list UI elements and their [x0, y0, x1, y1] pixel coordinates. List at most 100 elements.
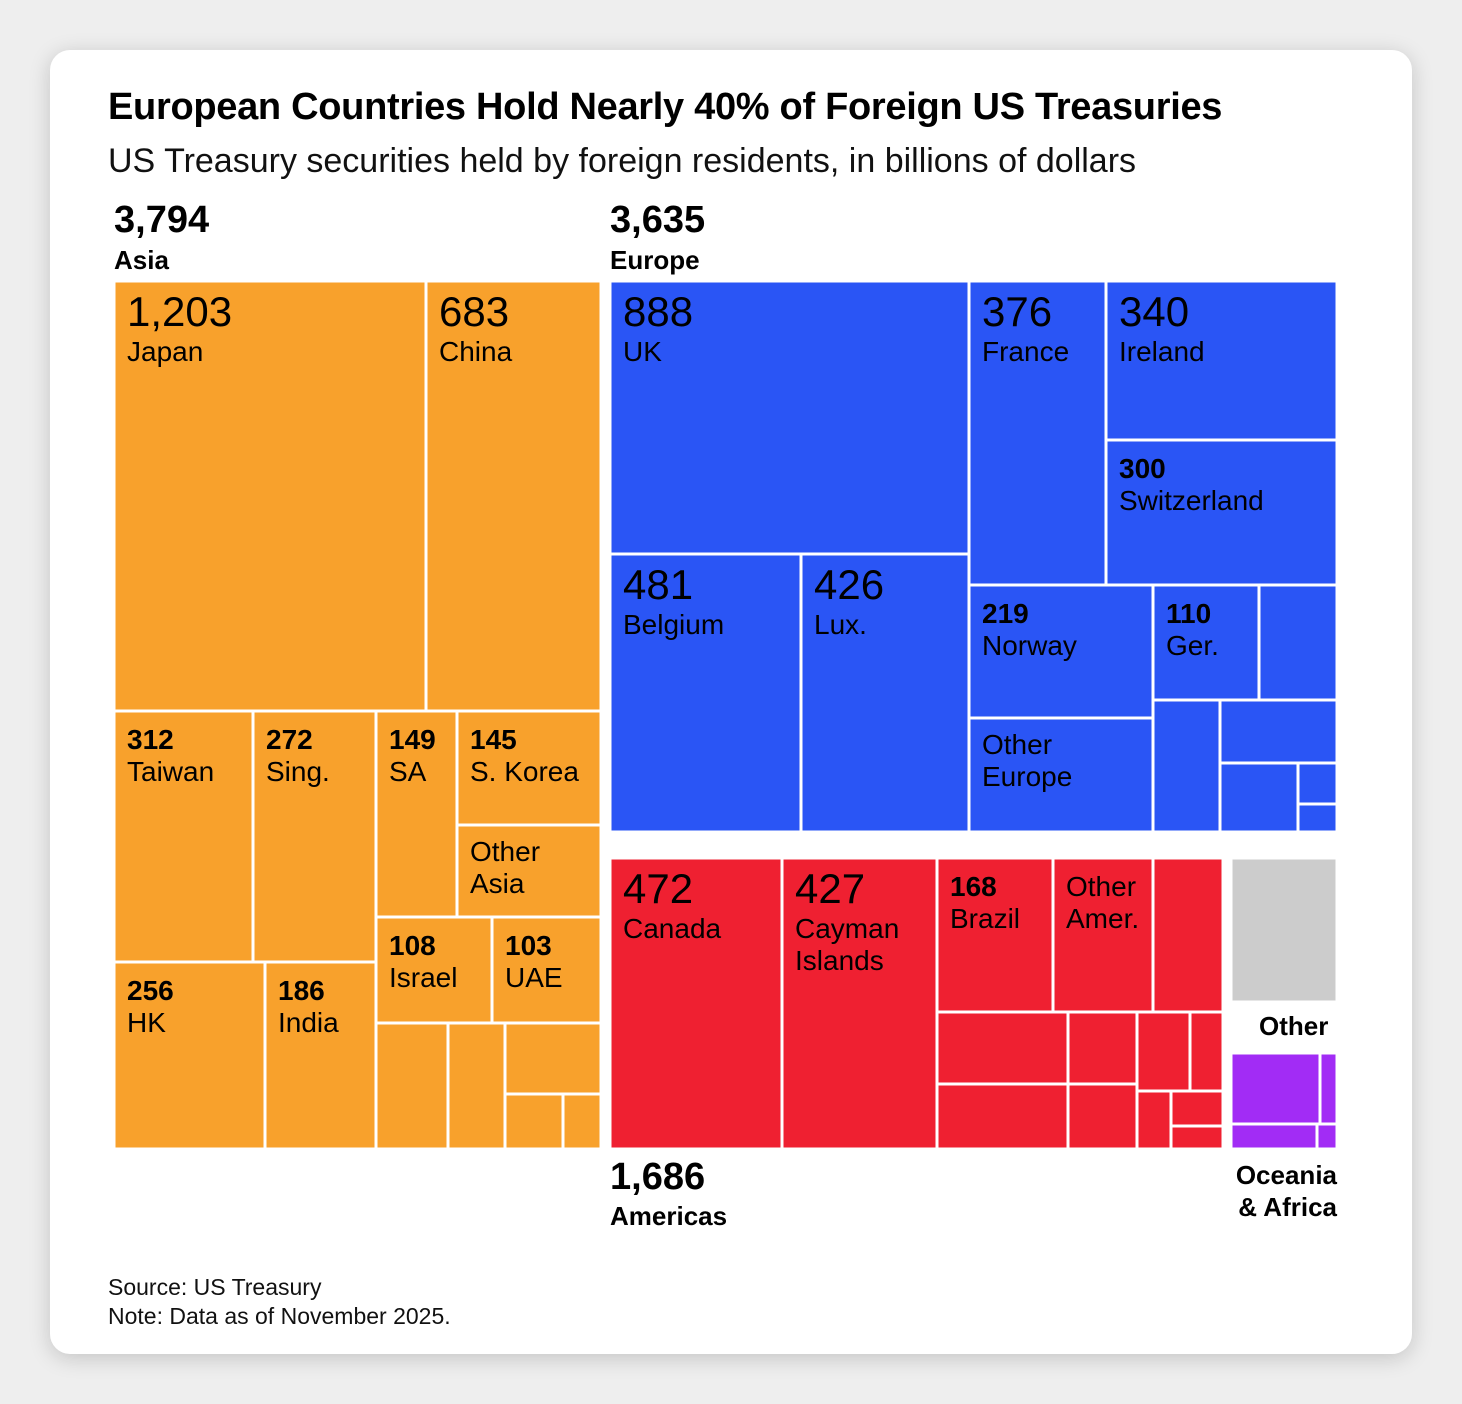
cell-value-china: 683: [439, 288, 509, 335]
chart-title: European Countries Hold Nearly 40% of Fo…: [108, 86, 1223, 128]
treemap-cell-cayman-islands: [780, 856, 939, 1151]
treemap-cell-americas-minor-1: [1151, 856, 1225, 1014]
cell-label-saudi-arabia: SA: [389, 756, 427, 787]
cell-value-south-korea: 145: [470, 724, 517, 755]
cell-label-brazil: Brazil: [950, 903, 1020, 934]
treemap-cell-oceania-africa-minor-3: [1229, 1122, 1319, 1151]
treemap-cell-israel: [374, 915, 494, 1025]
treemap-cell-europe-minor-2: [1151, 698, 1222, 834]
source-note: Source: US Treasury: [108, 1274, 322, 1300]
cell-value-belgium: 481: [623, 561, 693, 608]
treemap-cell-asia-minor-2: [446, 1021, 507, 1151]
cell-label-belgium: Belgium: [623, 609, 724, 640]
treemap-cell-uae: [490, 915, 603, 1025]
treemap-cell-americas-minor-3: [935, 1082, 1070, 1151]
cell-value-uk: 888: [623, 288, 693, 335]
treemap-cell-other-asia: [455, 823, 603, 919]
americas-label: Americas: [610, 1201, 728, 1231]
cell-label-luxembourg: Lux.: [814, 609, 867, 640]
treemap-cell-uk: [608, 279, 971, 556]
treemap-cell-france: [967, 279, 1108, 587]
cell-value-ireland: 340: [1119, 288, 1189, 335]
cell-value-singapore: 272: [266, 724, 313, 755]
treemap-cell-other-europe: [967, 716, 1155, 834]
other-label: Other: [1259, 1011, 1329, 1041]
cell-label-switzerland: Switzerland: [1119, 485, 1264, 516]
cell-value-cayman-islands: 427: [795, 865, 865, 912]
treemap-cell-oceania-africa-minor-1: [1229, 1051, 1322, 1126]
cell-value-uae: 103: [505, 930, 552, 961]
chart-subtitle: US Treasury securities held by foreign r…: [108, 142, 1137, 180]
treemap-cell-oceania-africa-minor-2: [1318, 1051, 1339, 1126]
treemap-cell-europe-minor-3: [1218, 698, 1339, 765]
cell-value-hong-kong: 256: [127, 975, 174, 1006]
cell-value-japan: 1,203: [127, 288, 232, 335]
americas-total: 1,686: [610, 1156, 706, 1198]
treemap-cell-asia-minor-4: [503, 1092, 565, 1151]
cell-value-taiwan: 312: [127, 724, 174, 755]
treemap-cell-europe-minor-4: [1218, 761, 1300, 834]
treemap-cell-other-minor-1: [1229, 856, 1339, 1004]
treemap-cell-asia-minor-5: [561, 1092, 603, 1151]
cell-label-uae: UAE: [505, 962, 563, 993]
cell-label-norway: Norway: [982, 630, 1077, 661]
cell-label-germany: Ger.: [1166, 630, 1219, 661]
treemap-cell-china: [424, 279, 603, 713]
asia-total: 3,794: [114, 199, 210, 241]
treemap-cell-germany: [1151, 583, 1261, 702]
treemap-cell-norway: [967, 583, 1155, 720]
cell-label-canada: Canada: [623, 913, 722, 944]
treemap-cell-brazil: [935, 856, 1055, 1014]
cell-value-switzerland: 300: [1119, 453, 1166, 484]
cell-value-india: 186: [278, 975, 325, 1006]
treemap-cell-americas-minor-5: [1066, 1082, 1139, 1151]
treemap-cell-americas-minor-6: [1135, 1010, 1192, 1093]
treemap-cell-luxembourg: [799, 552, 971, 834]
europe-total: 3,635: [610, 199, 706, 241]
treemap-cell-europe-minor-1: [1257, 583, 1339, 702]
treemap-cell-taiwan: [112, 709, 255, 964]
cell-label-hong-kong: HK: [127, 1007, 166, 1038]
treemap-cell-asia-minor-1: [374, 1021, 450, 1151]
cell-label-india: India: [278, 1007, 339, 1038]
treemap-cell-other-americas: [1051, 856, 1155, 1014]
treemap-cell-singapore: [251, 709, 378, 964]
cell-value-brazil: 168: [950, 871, 997, 902]
treemap-cell-europe-minor-5: [1296, 761, 1339, 806]
treemap-cell-asia-minor-3: [503, 1021, 603, 1096]
cell-label-other-asia-line2: Asia: [470, 868, 525, 899]
cell-label-singapore: Sing.: [266, 756, 330, 787]
cell-label-south-korea: S. Korea: [470, 756, 579, 787]
treemap-cell-ireland: [1104, 279, 1339, 442]
cell-value-france: 376: [982, 288, 1052, 335]
treemap-cell-americas-minor-10: [1169, 1124, 1225, 1151]
treemap-cell-americas-minor-9: [1169, 1089, 1225, 1128]
asia-label: Asia: [114, 245, 169, 275]
cell-label-other-europe-line1: Other: [982, 729, 1052, 760]
treemap-cell-canada: [608, 856, 784, 1151]
treemap-cell-south-korea: [455, 709, 603, 827]
cell-value-germany: 110: [1166, 598, 1211, 629]
cell-label-japan: Japan: [127, 336, 203, 367]
cell-label-other-americas-line1: Other: [1066, 871, 1136, 902]
cell-label-other-americas-line2: Amer.: [1066, 903, 1139, 934]
treemap-cell-oceania-africa-minor-4: [1315, 1122, 1339, 1151]
cell-label-other-europe-line2: Europe: [982, 761, 1072, 792]
data-date-note: Note: Data as of November 2025.: [108, 1303, 451, 1329]
treemap-cell-japan: [112, 279, 428, 713]
cell-label-cayman-islands-line2: Islands: [795, 945, 884, 976]
treemap-cell-americas-minor-8: [1135, 1089, 1173, 1151]
treemap-cell-americas-minor-2: [935, 1010, 1070, 1086]
cell-value-israel: 108: [389, 930, 436, 961]
oceania-africa-label: Oceania & Africa: [1235, 1160, 1337, 1222]
cell-value-saudi-arabia: 149: [389, 724, 436, 755]
cell-value-canada: 472: [623, 865, 693, 912]
treemap-cell-europe-minor-6: [1296, 802, 1339, 834]
treemap-cell-india: [263, 960, 378, 1151]
treemap-cell-belgium: [608, 552, 803, 834]
europe-label: Europe: [610, 245, 700, 275]
cell-label-france: France: [982, 336, 1069, 367]
treemap-cell-americas-minor-4: [1066, 1010, 1139, 1086]
cell-value-luxembourg: 426: [814, 561, 884, 608]
